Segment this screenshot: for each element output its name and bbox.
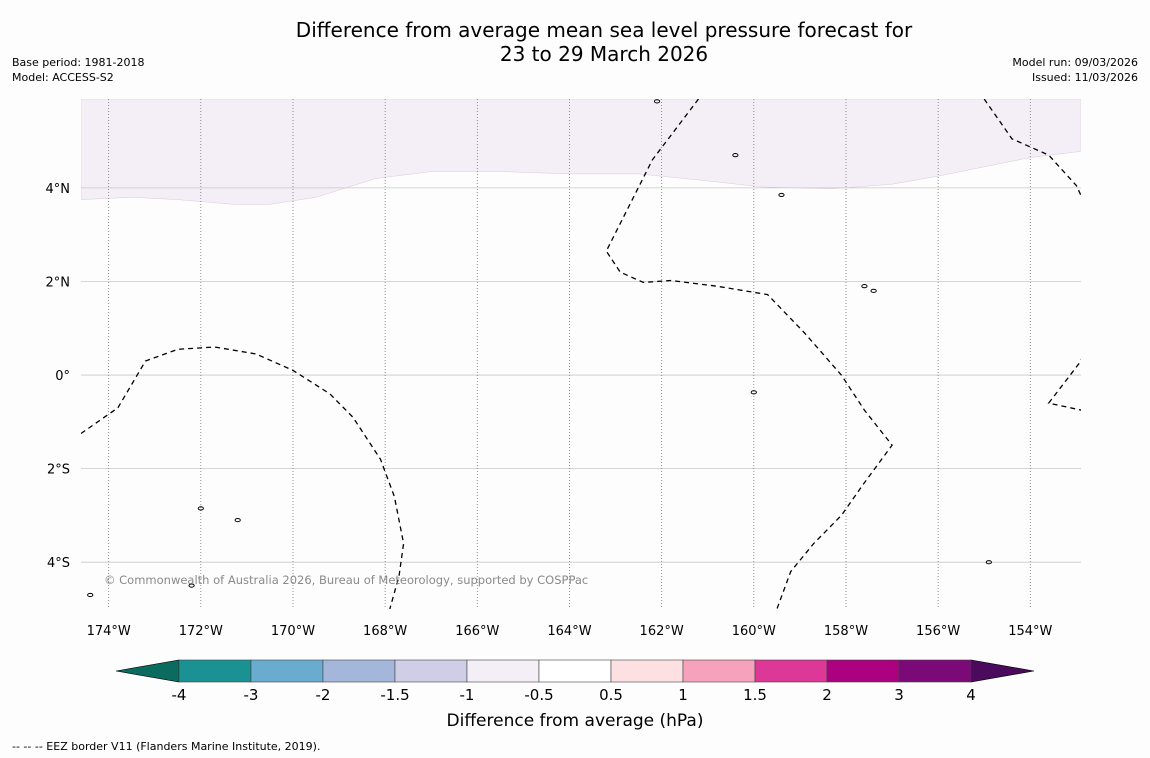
colorbar-over-arrow (970, 659, 1035, 683)
issued-date: Issued: 11/03/2026 (1031, 71, 1138, 84)
island (732, 153, 739, 158)
map-area (81, 99, 1081, 609)
colorbar-tick-label: -4 (172, 686, 187, 704)
title-line-2: 23 to 29 March 2026 (499, 42, 709, 66)
island (778, 192, 785, 198)
island (87, 592, 94, 598)
lon-tick-label: 166°W (455, 624, 499, 639)
chart-title: Difference from average mean sea level p… (0, 18, 1150, 66)
lat-tick-label: 2°S (47, 463, 70, 478)
lat-tick-label: 0° (55, 369, 70, 384)
colorbar-swatch (610, 659, 684, 683)
colorbar-swatch (466, 659, 540, 683)
colorbar-swatch (898, 659, 972, 683)
island (234, 518, 241, 523)
lat-tick-label: 4°S (47, 556, 70, 571)
eez-border (605, 99, 893, 609)
colorbar-tick-label: -0.5 (524, 686, 553, 704)
colorbar-swatch (250, 659, 324, 683)
map-layers (81, 99, 1081, 609)
colorbar-tick-label: -1 (460, 686, 475, 704)
colorbar-tick-label: 1.5 (743, 686, 767, 704)
island (188, 583, 195, 588)
colorbar-swatch (322, 659, 396, 683)
lon-tick-label: 158°W (824, 624, 868, 639)
lat-tick-label: 4°N (46, 182, 71, 197)
colorbar-tick-label: 4 (966, 686, 976, 704)
meta-left: Base period: 1981-2018 Model: ACCESS-S2 (12, 55, 144, 85)
colorbar-swatch (538, 659, 612, 683)
colorbar-swatch (754, 659, 828, 683)
eez-border (983, 99, 1081, 411)
colorbar-tick-label: 0.5 (599, 686, 623, 704)
lon-tick-label: 162°W (640, 624, 684, 639)
colorbar-under-arrow (115, 659, 180, 683)
lon-tick-label: 174°W (87, 624, 131, 639)
axis-labels: 4°N 2°N 0° 2°S 4°S 174°W 172°W 170°W 168°W 166°W 1… (46, 182, 1053, 639)
lon-tick-label: 160°W (732, 624, 776, 639)
lon-tick-label: 168°W (363, 624, 407, 639)
copyright-notice: © Commonwealth of Australia 2026, Bureau… (104, 573, 588, 587)
map-figure: © Commonwealth of Australia 2026, Bureau… (46, 99, 1081, 731)
lon-tick-label: 156°W (916, 624, 960, 639)
lon-tick-label: 170°W (271, 624, 315, 639)
lon-tick-label: 172°W (179, 624, 223, 639)
colorbar-swatch (826, 659, 900, 683)
model-run: Model run: 09/03/2026 (1012, 56, 1138, 69)
colorbar-label: Difference from average (hPa) (447, 711, 704, 731)
base-period: Base period: 1981-2018 (12, 56, 145, 69)
title-line-1: Difference from average mean sea level p… (295, 18, 913, 42)
island (653, 99, 661, 104)
eez-legend-note: -- -- -- EEZ border V11 (Flanders Marine… (12, 740, 321, 753)
island (750, 390, 757, 395)
island (861, 284, 868, 289)
anomaly-shading (81, 99, 1081, 205)
colorbar-tick-label: -3 (244, 686, 259, 704)
colorbar-tick-label: -2 (316, 686, 331, 704)
colorbar-tick-label: 1 (678, 686, 688, 704)
island (870, 288, 877, 293)
colorbar: -4 -3 -2 -1.5 -1 -0.5 0.5 1 1.5 2 3 4 (115, 659, 1035, 704)
lon-tick-label: 154°W (1008, 624, 1052, 639)
model-name: Model: ACCESS-S2 (12, 71, 114, 84)
island (197, 506, 204, 511)
island (985, 560, 992, 565)
colorbar-tick-label: 2 (822, 686, 832, 704)
colorbar-swatch (178, 659, 252, 683)
colorbar-swatch (394, 659, 468, 683)
lon-tick-label: 164°W (547, 624, 591, 639)
colorbar-tick-label: -1.5 (380, 686, 409, 704)
lat-tick-label: 2°N (46, 275, 71, 290)
meta-right: Model run: 09/03/2026 Issued: 11/03/2026 (1012, 55, 1138, 85)
colorbar-tick-label: 3 (894, 686, 904, 704)
colorbar-swatch (682, 659, 756, 683)
eez-border (81, 346, 405, 609)
